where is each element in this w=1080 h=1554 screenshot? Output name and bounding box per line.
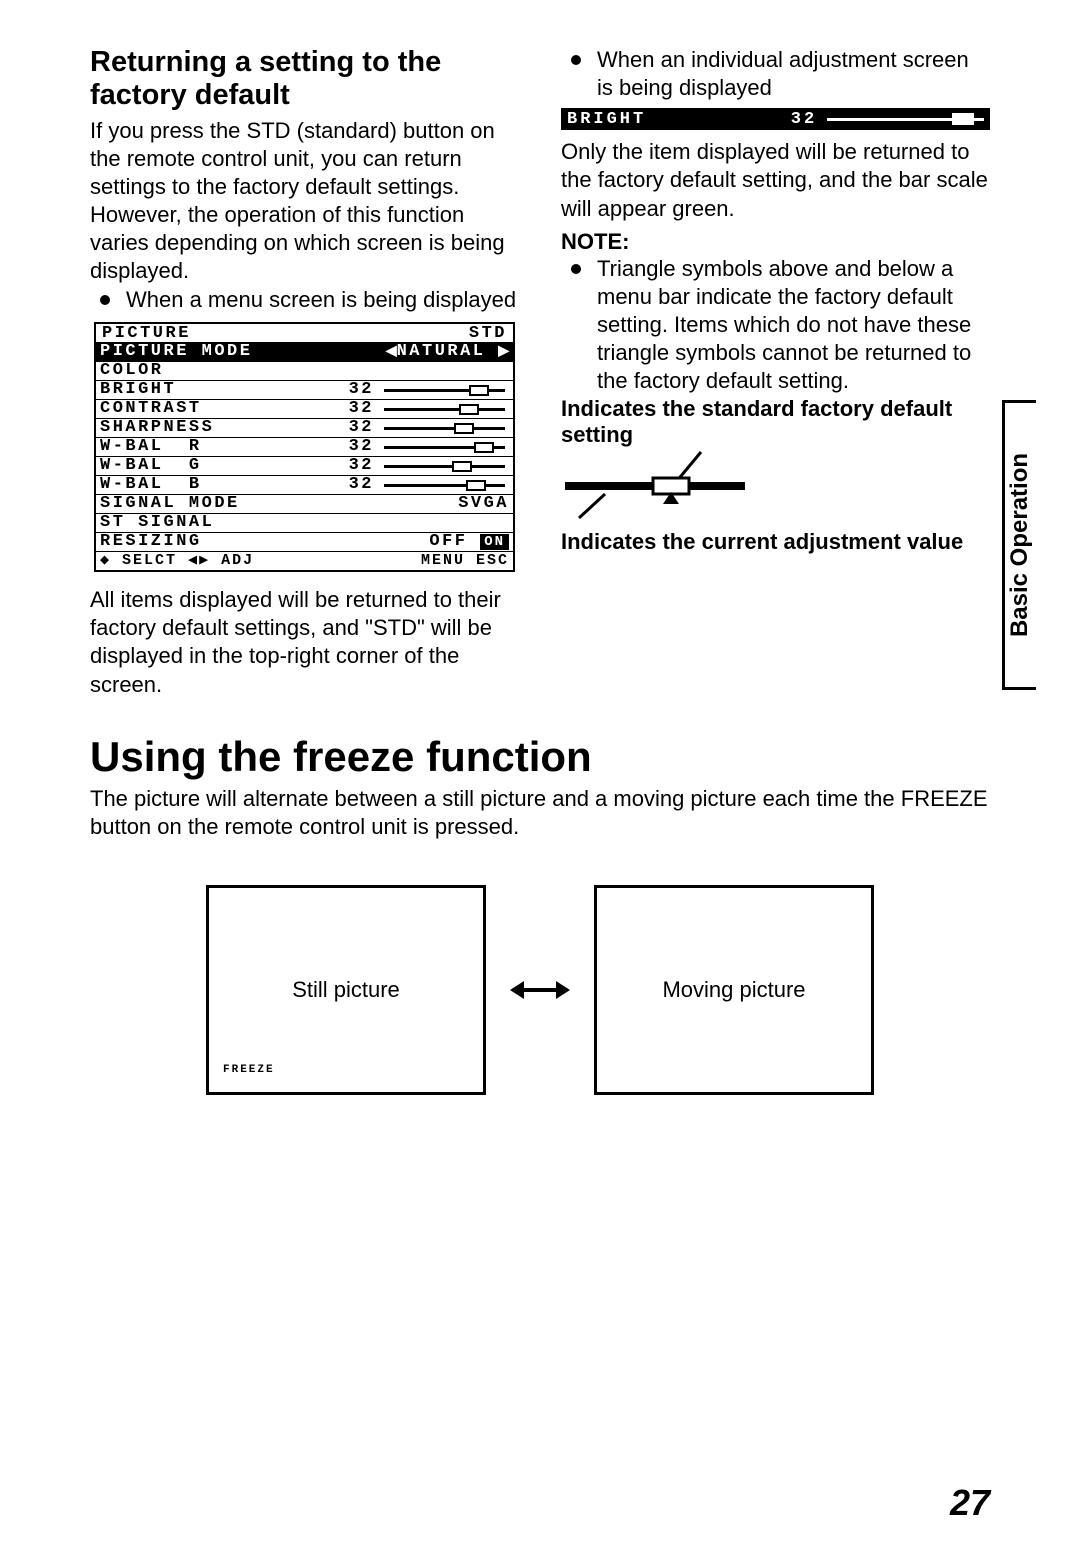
menu-hint-right: MENU ESC [421, 553, 509, 568]
menu-row: W-BAL R32 [96, 437, 513, 456]
right-para-1: Only the item displayed will be returned… [561, 138, 990, 222]
chevron-left-icon: ◀ [386, 342, 397, 358]
note-bullet: Triangle symbols above and below a menu … [561, 255, 990, 396]
menu-hint-left: ◆ SELCT ◀▶ ADJ [100, 553, 254, 568]
signal-mode-row: SIGNAL MODE SVGA [96, 494, 513, 513]
signal-mode-label: SIGNAL MODE [100, 495, 240, 512]
menu-row: BRIGHT32 [96, 380, 513, 399]
menu-row-value: 32 [325, 476, 374, 493]
bright-adjust-bar: BRIGHT 32 [561, 108, 990, 130]
indicator-diagram [561, 450, 781, 520]
menu-title-right: STD [469, 325, 507, 342]
note-bullet-list: Triangle symbols above and below a menu … [561, 255, 990, 396]
freeze-small-label: FREEZE [223, 1064, 275, 1076]
menu-row-value: 32 [325, 419, 374, 436]
left-bullet-1: When a menu screen is being displayed [90, 286, 519, 314]
resizing-off: OFF [429, 532, 467, 551]
side-tab: Basic Operation [1002, 400, 1036, 690]
menu-mode-value-text: NATURAL [397, 342, 486, 361]
slider-thumb-icon [454, 423, 474, 434]
still-picture-label: Still picture [292, 977, 400, 1003]
moving-picture-label: Moving picture [662, 977, 805, 1003]
bright-value: 32 [755, 110, 818, 129]
intro-paragraph: If you press the STD (standard) button o… [90, 117, 519, 286]
menu-row: CONTRAST32 [96, 399, 513, 418]
slider-thumb-icon [466, 480, 486, 491]
menu-hint-row: ◆ SELCT ◀▶ ADJ MENU ESC [96, 551, 513, 570]
menu-row-label: W-BAL B [100, 476, 325, 493]
slider-thumb-icon [452, 461, 472, 472]
after-menu-paragraph: All items displayed will be returned to … [90, 586, 519, 699]
indicator-caption-bottom: Indicates the current adjustment value [561, 529, 990, 555]
manual-page: Returning a setting to the factory defau… [0, 0, 1080, 1135]
resizing-row: RESIZING OFF ON [96, 532, 513, 551]
menu-row-value: 32 [325, 457, 374, 474]
page-number: 27 [950, 1482, 990, 1524]
menu-row-label: COLOR [100, 362, 325, 379]
left-bullet-list: When a menu screen is being displayed [90, 286, 519, 314]
moving-picture-box: Moving picture [594, 885, 874, 1095]
menu-row-slider [384, 408, 505, 411]
menu-row: W-BAL B32 [96, 475, 513, 494]
menu-row-value: 32 [325, 381, 374, 398]
right-bullet-list-1: When an individual adjustment screen is … [561, 46, 990, 102]
menu-rows: COLORBRIGHT32CONTRAST32SHARPNESS32W-BAL … [96, 361, 513, 494]
slider-thumb-icon [469, 385, 489, 396]
section-heading: Returning a setting to the factory defau… [90, 46, 519, 113]
menu-row-slider [384, 446, 505, 449]
menu-row: SHARPNESS32 [96, 418, 513, 437]
menu-row-slider [384, 484, 505, 487]
menu-row-slider [384, 465, 505, 468]
menu-row-label: W-BAL G [100, 457, 325, 474]
picture-menu: PICTURE STD PICTURE MODE ◀NATURAL ▶ COLO… [94, 322, 515, 572]
resizing-on: ON [480, 534, 509, 550]
menu-row-value: 32 [325, 438, 374, 455]
bright-slider [827, 118, 984, 121]
menu-row-value: 32 [325, 400, 374, 417]
slider-thumb-icon [459, 404, 479, 415]
menu-row-label: CONTRAST [100, 400, 325, 417]
signal-mode-value: SVGA [458, 495, 509, 512]
indicator-caption-top: Indicates the standard factory default s… [561, 396, 990, 449]
slider-thumb-icon [474, 442, 494, 453]
menu-row-slider [384, 389, 505, 392]
menu-mode-label: PICTURE MODE [100, 343, 252, 360]
menu-row-slider [384, 427, 505, 430]
freeze-heading: Using the freeze function [90, 733, 990, 781]
right-column: When an individual adjustment screen is … [561, 46, 990, 699]
menu-row-label: BRIGHT [100, 381, 325, 398]
st-signal-label: ST SIGNAL [100, 514, 214, 531]
chevron-right-icon: ▶ [498, 342, 509, 358]
menu-title-row: PICTURE STD [96, 324, 513, 342]
menu-row-label: W-BAL R [100, 438, 325, 455]
st-signal-row: ST SIGNAL [96, 513, 513, 532]
resizing-value: OFF ON [429, 533, 509, 550]
menu-mode-row: PICTURE MODE ◀NATURAL ▶ [96, 342, 513, 361]
top-columns: Returning a setting to the factory defau… [90, 46, 990, 699]
freeze-paragraph: The picture will alternate between a sti… [90, 785, 990, 841]
left-column: Returning a setting to the factory defau… [90, 46, 519, 699]
double-arrow-icon [512, 983, 568, 997]
still-picture-box: Still picture FREEZE [206, 885, 486, 1095]
menu-row-label: SHARPNESS [100, 419, 325, 436]
resizing-label: RESIZING [100, 533, 202, 550]
menu-row: W-BAL G32 [96, 456, 513, 475]
menu-title-left: PICTURE [102, 325, 191, 342]
right-bullet-1: When an individual adjustment screen is … [561, 46, 990, 102]
note-heading: NOTE: [561, 229, 990, 255]
side-tab-label: Basic Operation [1007, 453, 1035, 637]
freeze-diagram: Still picture FREEZE Moving picture [90, 885, 990, 1095]
bright-label: BRIGHT [567, 110, 755, 129]
menu-mode-value: ◀NATURAL ▶ [386, 343, 509, 360]
menu-row: COLOR [96, 361, 513, 380]
